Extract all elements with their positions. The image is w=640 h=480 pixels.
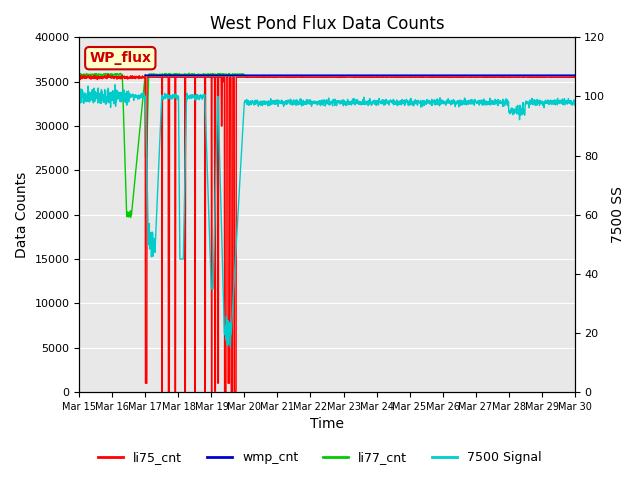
wmp_cnt xyxy=(571,72,579,78)
Line: 7500 Signal: 7500 Signal xyxy=(79,85,575,347)
li75_cnt xyxy=(352,74,360,80)
Y-axis label: 7500 SS: 7500 SS xyxy=(611,186,625,243)
wmp_cnt xyxy=(541,72,548,78)
wmp_cnt xyxy=(214,72,221,78)
li75_cnt xyxy=(158,389,166,395)
7500 Signal xyxy=(111,82,119,88)
7500 Signal xyxy=(352,100,360,106)
Line: li77_cnt: li77_cnt xyxy=(79,73,244,217)
Line: li75_cnt: li75_cnt xyxy=(79,74,575,392)
7500 Signal xyxy=(214,94,221,99)
7500 Signal xyxy=(471,96,479,102)
7500 Signal xyxy=(527,100,535,106)
7500 Signal xyxy=(341,99,349,105)
X-axis label: Time: Time xyxy=(310,418,344,432)
li75_cnt xyxy=(341,74,349,80)
wmp_cnt xyxy=(341,72,349,78)
li77_cnt xyxy=(76,72,83,77)
7500 Signal xyxy=(541,101,549,107)
Text: WP_flux: WP_flux xyxy=(90,51,151,65)
wmp_cnt xyxy=(470,72,478,78)
li77_cnt xyxy=(214,72,221,77)
7500 Signal xyxy=(227,344,234,349)
wmp_cnt xyxy=(352,72,360,78)
7500 Signal xyxy=(76,90,83,96)
li75_cnt xyxy=(571,74,579,80)
Title: West Pond Flux Data Counts: West Pond Flux Data Counts xyxy=(210,15,444,33)
li75_cnt xyxy=(527,74,535,80)
li75_cnt xyxy=(104,72,112,77)
Y-axis label: Data Counts: Data Counts xyxy=(15,172,29,258)
7500 Signal xyxy=(571,99,579,105)
li75_cnt xyxy=(76,74,83,80)
li75_cnt xyxy=(214,380,222,386)
li75_cnt xyxy=(471,74,479,80)
wmp_cnt xyxy=(527,72,534,78)
Legend: li75_cnt, wmp_cnt, li77_cnt, 7500 Signal: li75_cnt, wmp_cnt, li77_cnt, 7500 Signal xyxy=(93,446,547,469)
li75_cnt xyxy=(541,74,549,80)
